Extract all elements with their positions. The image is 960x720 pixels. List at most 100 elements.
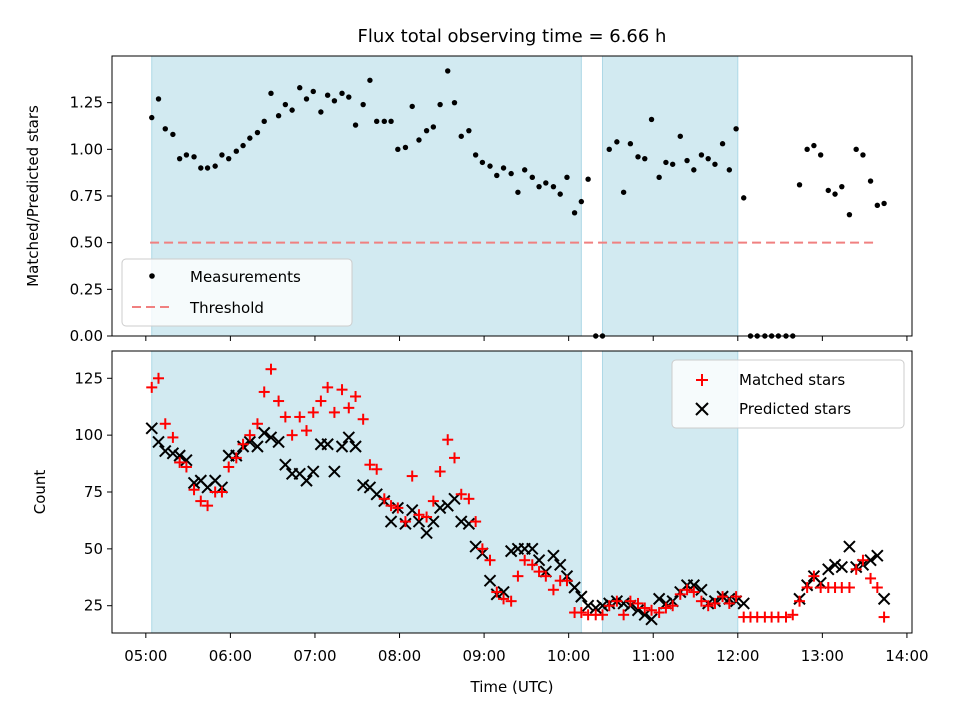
measurement-point <box>606 146 612 153</box>
matched-star-marker <box>618 609 630 621</box>
measurement-point <box>860 152 866 158</box>
matched-star-marker <box>674 588 686 600</box>
matched-star-marker <box>653 607 665 619</box>
matched-star-marker <box>434 466 446 478</box>
measurement-point <box>176 155 183 162</box>
measurement-point <box>191 154 197 160</box>
matched-star-marker <box>167 431 179 443</box>
measurement-point <box>466 127 472 134</box>
bottom-y-tick-label: 25 <box>84 597 103 615</box>
measurement-point <box>331 98 338 104</box>
predicted-star-marker <box>180 453 193 467</box>
predicted-star-marker <box>504 544 518 558</box>
measurement-point <box>832 191 838 197</box>
measurement-point <box>663 159 669 166</box>
legend-matched-label: Matched stars <box>739 371 845 389</box>
measurement-point <box>346 94 352 100</box>
top-y-tick-label: 1.25 <box>70 94 103 112</box>
matched-star-marker <box>660 602 672 614</box>
measurement-point <box>275 113 282 119</box>
measurement-point <box>825 187 831 194</box>
matched-star-marker <box>646 604 658 616</box>
matched-star-marker <box>540 570 552 582</box>
matched-star-marker <box>265 363 277 375</box>
matched-star-marker <box>188 484 200 496</box>
predicted-star-marker <box>547 549 560 562</box>
matched-star-marker <box>639 602 651 614</box>
matched-star-marker <box>547 584 559 596</box>
matched-star-marker <box>533 566 545 578</box>
matched-star-marker <box>328 406 340 418</box>
measurement-point <box>212 163 218 169</box>
matched-star-marker <box>596 609 608 621</box>
bottom-panel: 25 50 75 100 125 05:00 06:00 07:00 08:00 09:00 10… <box>31 350 929 696</box>
bottom-shaded-spans <box>151 350 739 634</box>
matched-star-marker <box>695 595 707 607</box>
matched-star-marker <box>195 495 207 507</box>
measurement-point <box>627 141 634 147</box>
matched-star-marker <box>244 429 256 441</box>
matched-star-marker <box>385 500 397 512</box>
predicted-star-marker <box>864 554 877 567</box>
measurement-point <box>388 118 394 125</box>
predicted-star-marker <box>877 592 891 606</box>
matched-star-marker <box>279 411 291 423</box>
top-y-tick-label: 0.00 <box>70 327 103 345</box>
measurement-point <box>373 118 380 125</box>
measurement-point <box>395 146 401 153</box>
measurement-point <box>839 183 845 190</box>
matched-star-marker <box>484 554 496 566</box>
matched-star-marker <box>801 582 813 594</box>
top-x-ticks <box>145 336 908 341</box>
matched-star-marker <box>470 516 482 528</box>
measurement-point <box>741 195 747 201</box>
matched-star-marker <box>301 425 313 437</box>
matched-star-marker <box>230 452 242 464</box>
bottom-y-tick-label: 100 <box>74 426 103 444</box>
measurement-point <box>233 148 240 154</box>
matched-star-marker <box>787 609 799 621</box>
measurement-point <box>183 152 190 158</box>
measurement-point <box>515 189 521 195</box>
x-tick-label: 10:00 <box>547 647 590 665</box>
matched-star-marker <box>603 600 615 612</box>
predicted-star-marker <box>187 476 201 490</box>
matched-star-marker <box>512 570 524 582</box>
predicted-star-marker <box>335 440 349 453</box>
predicted-star-marker <box>349 440 362 453</box>
measurement-point <box>691 167 697 173</box>
measurement-point <box>635 154 641 160</box>
measurement-point <box>324 92 331 98</box>
matched-star-marker <box>723 597 735 609</box>
predicted-star-marker <box>159 444 172 458</box>
measurement-point <box>254 129 261 136</box>
measurement-point <box>170 131 176 138</box>
predicted-star-marker <box>652 592 666 606</box>
matched-star-marker <box>371 463 383 475</box>
bottom-legend: Matched stars Predicted stars <box>671 359 905 429</box>
predicted-star-marker <box>575 590 588 603</box>
matched-star-marker <box>717 591 729 603</box>
predicted-star-marker <box>279 458 292 471</box>
predicted-star-marker <box>822 563 835 576</box>
measurement-point <box>381 118 388 125</box>
matched-star-marker <box>667 600 679 612</box>
matched-star-marker <box>808 570 820 582</box>
x-tick-label: 08:00 <box>378 647 421 665</box>
top-axes-frame <box>111 55 913 337</box>
measurement-point <box>712 161 718 167</box>
legend-threshold-label: Threshold <box>189 299 264 317</box>
predicted-star-marker <box>433 501 447 515</box>
matched-star-marker <box>526 559 538 571</box>
predicted-star-marker <box>645 613 658 626</box>
predicted-star-marker <box>462 517 476 531</box>
top-legend: Measurements Threshold <box>121 258 353 327</box>
predicted-star-marker <box>835 560 849 574</box>
legend-measurement-marker <box>149 273 155 279</box>
measurement-point <box>451 99 458 106</box>
x-tick-label: 05:00 <box>124 647 167 665</box>
bottom-y-tick-label: 75 <box>84 483 103 501</box>
matched-star-marker <box>343 402 355 414</box>
matched-star-marker <box>223 461 235 473</box>
